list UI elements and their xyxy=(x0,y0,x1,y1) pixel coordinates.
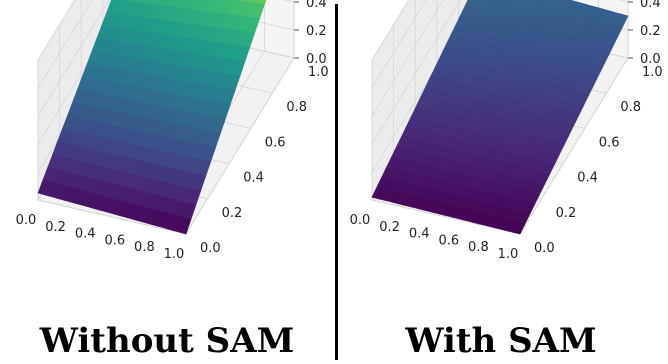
y-tick-label: 0.2 xyxy=(222,206,243,221)
x-tick-label: 0.8 xyxy=(468,240,489,255)
panel-divider xyxy=(335,4,338,360)
x-tick-label: 1.0 xyxy=(164,247,185,262)
grid-line xyxy=(371,0,444,117)
y-tick-label: 0.8 xyxy=(620,100,641,115)
grid-line xyxy=(37,0,110,117)
x-tick-label: 1.0 xyxy=(498,247,519,262)
grid-line xyxy=(37,0,76,61)
z-tick-label: 0.4 xyxy=(306,0,327,11)
z-tick-label: 0.0 xyxy=(306,52,327,67)
x-tick-label: 0.0 xyxy=(350,213,371,228)
grid-line xyxy=(371,0,427,89)
x-tick-label: 0.0 xyxy=(16,213,37,228)
x-tick-label: 0.8 xyxy=(134,240,155,255)
z-tick-label: 0.4 xyxy=(640,0,661,11)
surface xyxy=(37,0,267,235)
grid-line xyxy=(37,199,187,235)
x-tick-label: 0.4 xyxy=(409,227,430,242)
y-tick-label: 0.6 xyxy=(265,135,286,150)
z-tick-label: 0.0 xyxy=(640,52,661,67)
surface-patch xyxy=(512,222,526,235)
x-tick-label: 0.6 xyxy=(104,233,125,248)
y-tick-label: 1.0 xyxy=(308,65,329,80)
x-tick-label: 0.4 xyxy=(75,227,96,242)
panel-without-sam: 0.0 0.2 0.4 0.6 0.8 1.0 0.0 0.2 0.4 0.6 0.8 1.0 0.0 0… xyxy=(0,0,334,318)
z-tick-label: 0.2 xyxy=(640,24,661,39)
surface-plot-without-sam: 0.0 0.2 0.4 0.6 0.8 1.0 0.00.20.40.60.81.00.00… xyxy=(16,0,329,262)
grid-line xyxy=(371,0,461,145)
grid-line xyxy=(371,199,521,235)
y-tick-label: 0.2 xyxy=(556,206,577,221)
x-tick-label: 0.6 xyxy=(438,233,459,248)
y-tick-label: 0.0 xyxy=(200,241,221,256)
surface-patch xyxy=(178,217,192,235)
grid-line xyxy=(371,0,410,61)
y-tick-label: 1.0 xyxy=(642,65,663,80)
surface-plot-with-sam: 0.0 0.2 0.4 0.6 0.8 1.0 0.00.20.40.60.81.00.00… xyxy=(350,0,663,262)
grid-line xyxy=(519,57,629,235)
y-tick-label: 0.6 xyxy=(599,135,620,150)
axes-3d: 0.0 0.2 0.4 0.6 0.8 1.0 0.00.20.40.60.81.00.00… xyxy=(16,0,329,262)
grid-line xyxy=(185,57,295,235)
y-tick-label: 0.0 xyxy=(534,241,555,256)
axes-3d: 0.0 0.2 0.4 0.6 0.8 1.0 0.00.20.40.60.81.00.00… xyxy=(350,0,663,262)
grid-line xyxy=(37,0,93,89)
x-tick-label: 0.2 xyxy=(379,220,400,235)
y-tick-label: 0.8 xyxy=(286,100,307,115)
y-tick-label: 0.4 xyxy=(577,171,598,186)
x-tick-label: 0.2 xyxy=(45,220,66,235)
caption-with-sam: With SAM xyxy=(405,321,597,361)
y-tick-label: 0.4 xyxy=(243,171,264,186)
caption-without-sam: Without SAM xyxy=(39,321,295,361)
z-tick-label: 0.2 xyxy=(306,24,327,39)
surface xyxy=(371,0,629,235)
panel-with-sam: 0.0 0.2 0.4 0.6 0.8 1.0 0.0 0.2 0.4 0.6 0.8 1.0 0.0 0… xyxy=(334,0,668,318)
